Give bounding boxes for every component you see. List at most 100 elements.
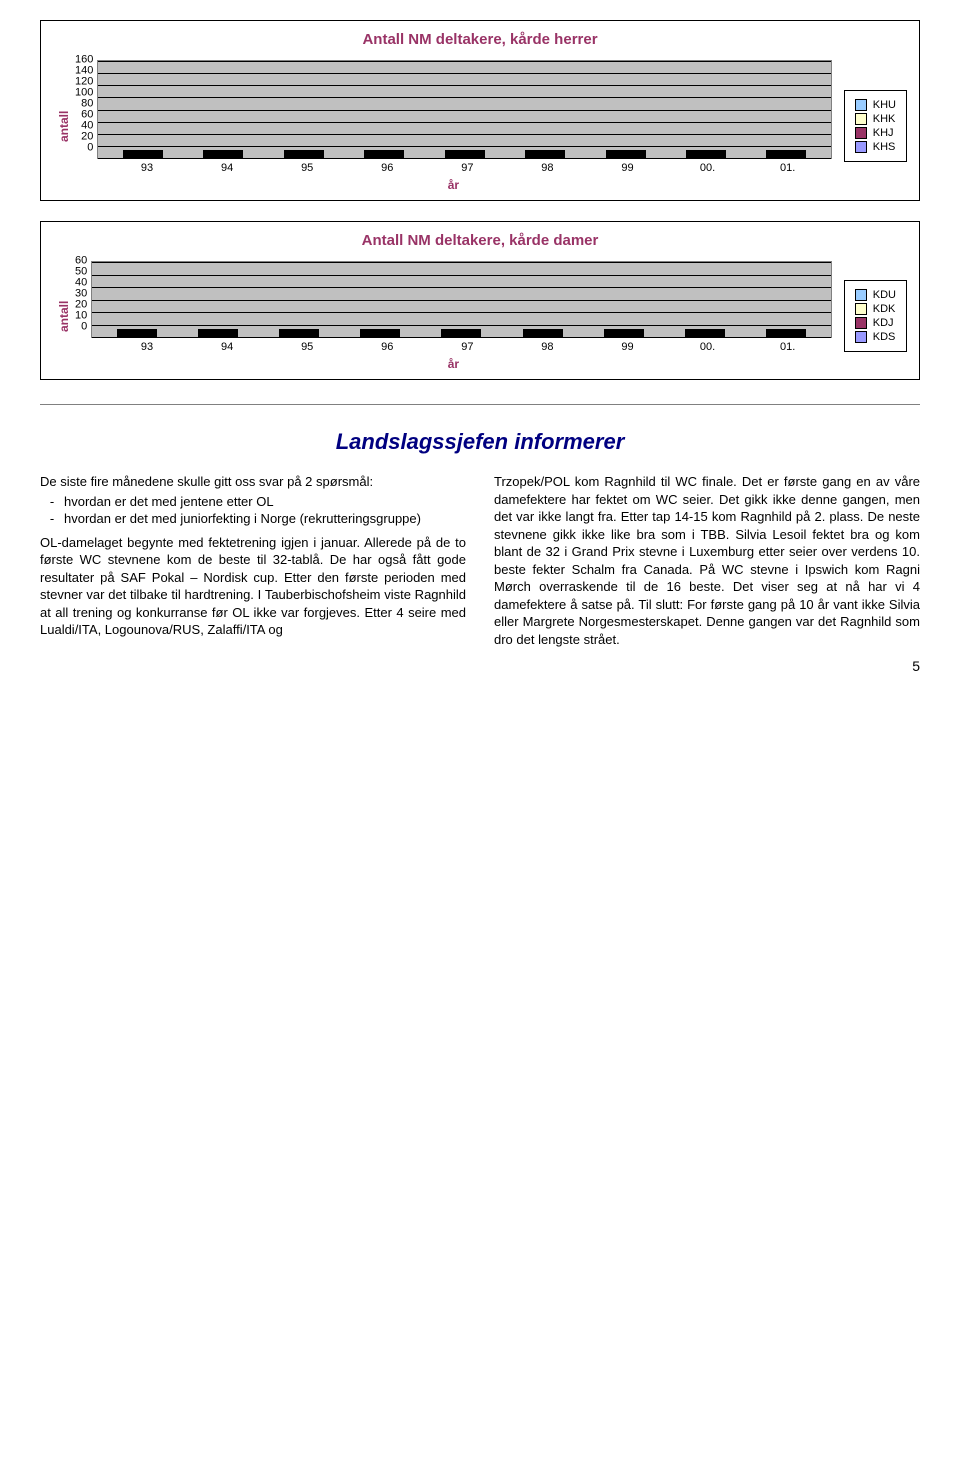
- legend-label: KHK: [873, 113, 896, 125]
- chart-herrer: Antall NM deltakere, kårde herrer antall…: [40, 20, 920, 201]
- chart1-yticks: 160140120100806040200: [75, 60, 97, 159]
- legend-item-KDJ: KDJ: [855, 317, 896, 329]
- chart1-plot: [97, 60, 831, 159]
- legend-swatch: [855, 289, 867, 301]
- chart2-xlabel: år: [75, 353, 832, 371]
- legend-item-KDU: KDU: [855, 289, 896, 301]
- x-tick: 95: [287, 162, 327, 174]
- chart2-xticks: 9394959697989900.01.: [103, 338, 832, 353]
- bar: [445, 150, 485, 158]
- legend-label: KDU: [873, 289, 896, 301]
- x-tick: 94: [207, 162, 247, 174]
- x-tick: 97: [447, 341, 487, 353]
- legend-item-KHU: KHU: [855, 99, 896, 111]
- bar: [606, 150, 646, 158]
- bar: [360, 329, 400, 337]
- legend-item-KHS: KHS: [855, 141, 896, 153]
- bar: [203, 150, 243, 158]
- legend-item-KHJ: KHJ: [855, 127, 896, 139]
- bar-segment-KDS: [279, 335, 319, 337]
- x-tick: 98: [527, 341, 567, 353]
- chart2-yticks: 6050403020100: [75, 261, 91, 338]
- bullet-item: -hvordan er det med jentene etter OL: [40, 493, 466, 511]
- legend-label: KDJ: [873, 317, 894, 329]
- x-tick: 99: [608, 341, 648, 353]
- legend-swatch: [855, 317, 867, 329]
- separator: [40, 404, 920, 405]
- x-tick: 93: [127, 162, 167, 174]
- x-tick: 01.: [768, 162, 808, 174]
- left-intro: De siste fire månedene skulle gitt oss s…: [40, 473, 466, 491]
- x-tick: 99: [608, 162, 648, 174]
- legend-swatch: [855, 127, 867, 139]
- legend-item-KDS: KDS: [855, 331, 896, 343]
- bar-segment-KHS: [606, 156, 646, 158]
- right-body: Trzopek/POL kom Ragnhild til WC finale. …: [494, 473, 920, 648]
- legend-label: KDS: [873, 331, 896, 343]
- x-tick: 00.: [688, 162, 728, 174]
- x-tick: 96: [367, 162, 407, 174]
- bullet-dash: -: [40, 493, 64, 511]
- bar-segment-KDS: [766, 335, 806, 337]
- bar: [766, 329, 806, 337]
- legend-swatch: [855, 99, 867, 111]
- x-tick: 01.: [768, 341, 808, 353]
- bar: [604, 329, 644, 337]
- bar-segment-KHS: [525, 156, 565, 158]
- article-columns: De siste fire månedene skulle gitt oss s…: [40, 473, 920, 648]
- chart1-bars: [98, 61, 830, 158]
- legend-label: KDK: [873, 303, 896, 315]
- y-tick: 0: [81, 322, 87, 333]
- bar-segment-KHS: [123, 156, 163, 158]
- bar-segment-KDS: [604, 335, 644, 337]
- bar-segment-KHS: [203, 156, 243, 158]
- bar: [525, 150, 565, 158]
- bar-segment-KHS: [686, 156, 726, 158]
- bullet-text: hvordan er det med jentene etter OL: [64, 493, 466, 511]
- y-tick: 0: [87, 143, 93, 154]
- legend-item-KDK: KDK: [855, 303, 896, 315]
- legend-swatch: [855, 331, 867, 343]
- bar-segment-KHS: [445, 156, 485, 158]
- bar-segment-KDS: [117, 335, 157, 337]
- chart1-ylabel: antall: [53, 60, 75, 192]
- legend-swatch: [855, 141, 867, 153]
- bullet-dash: -: [40, 510, 64, 528]
- chart1-title: Antall NM deltakere, kårde herrer: [53, 31, 907, 48]
- bar-segment-KHS: [364, 156, 404, 158]
- bar-segment-KDS: [685, 335, 725, 337]
- x-tick: 97: [447, 162, 487, 174]
- bullet-text: hvordan er det med juniorfekting i Norge…: [64, 510, 466, 528]
- legend-label: KHS: [873, 141, 896, 153]
- chart2-plot: [91, 261, 832, 338]
- chart1-legend: KHU KHK KHJ KHS: [844, 90, 907, 162]
- chart2-ylabel: antall: [53, 261, 75, 371]
- x-tick: 98: [527, 162, 567, 174]
- bar: [284, 150, 324, 158]
- bar: [686, 150, 726, 158]
- legend-label: KHJ: [873, 127, 894, 139]
- chart1-xlabel: år: [75, 174, 832, 192]
- legend-swatch: [855, 303, 867, 315]
- bar-segment-KDS: [198, 335, 238, 337]
- column-left: De siste fire månedene skulle gitt oss s…: [40, 473, 466, 648]
- bar-segment-KDS: [441, 335, 481, 337]
- chart-damer: Antall NM deltakere, kårde damer antall …: [40, 221, 920, 380]
- bar: [441, 329, 481, 337]
- bar: [766, 150, 806, 158]
- legend-label: KHU: [873, 99, 896, 111]
- bar: [685, 329, 725, 337]
- bar-segment-KHS: [284, 156, 324, 158]
- bar: [117, 329, 157, 337]
- bar: [523, 329, 563, 337]
- bar-segment-KDS: [360, 335, 400, 337]
- bar: [279, 329, 319, 337]
- column-right: Trzopek/POL kom Ragnhild til WC finale. …: [494, 473, 920, 648]
- bullet-item: -hvordan er det med juniorfekting i Norg…: [40, 510, 466, 528]
- chart1-xticks: 93 94 95 96 97 98 99 00. 01.: [103, 159, 832, 174]
- bar-segment-KDS: [523, 335, 563, 337]
- bar-segment-KHS: [766, 156, 806, 158]
- legend-item-KHK: KHK: [855, 113, 896, 125]
- left-body: OL-damelaget begynte med fektetrening ig…: [40, 534, 466, 639]
- chart2-legend: KDU KDK KDJ KDS: [844, 280, 907, 352]
